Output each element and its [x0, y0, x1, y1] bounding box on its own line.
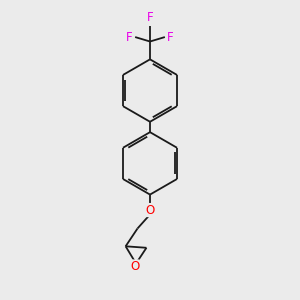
Text: F: F	[147, 11, 153, 24]
Text: O: O	[130, 260, 139, 273]
Text: F: F	[126, 31, 133, 44]
Text: O: O	[146, 203, 154, 217]
Text: F: F	[167, 31, 174, 44]
